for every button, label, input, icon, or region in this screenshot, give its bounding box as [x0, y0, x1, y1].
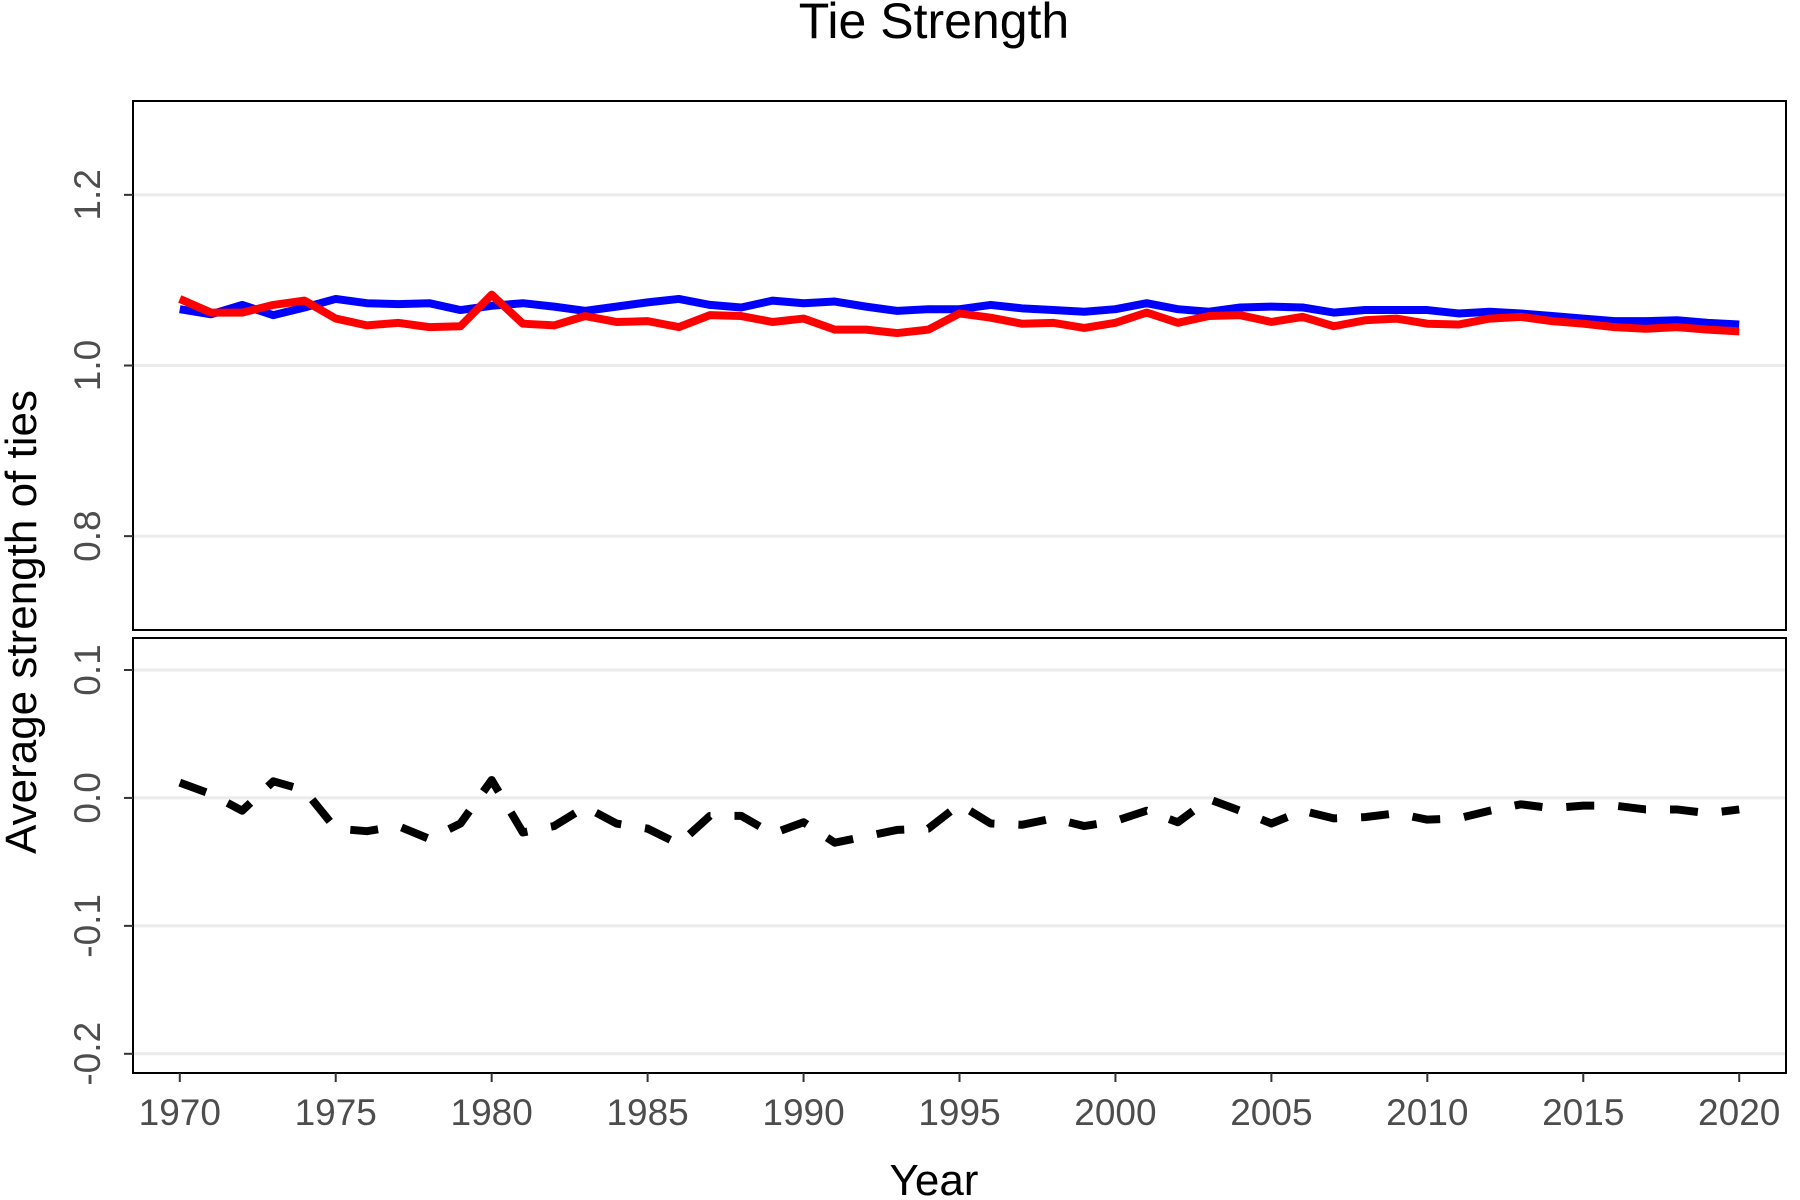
x-tick-label-1970: 1970	[139, 1092, 221, 1133]
y-tick-label-top-1.2: 1.2	[67, 169, 108, 220]
y-tick-label-top-1.0: 1.0	[67, 340, 108, 391]
y-axis-title: Average strength of ties	[0, 390, 46, 854]
x-tick-label-1980: 1980	[451, 1092, 533, 1133]
x-tick-label-2010: 2010	[1386, 1092, 1468, 1133]
x-axis-title: Year	[890, 1156, 979, 1200]
tick-layer: 0.8 1.0 1.2 -0.2 -0.1 0.0 0.1 1970 1975 1980 1985 1…	[67, 169, 1780, 1133]
x-tick-label-2000: 2000	[1074, 1092, 1156, 1133]
x-tick-label-1975: 1975	[295, 1092, 377, 1133]
grid-layer	[133, 193, 1786, 1056]
y-tick-label-top-0.8: 0.8	[67, 510, 108, 561]
y-tick-label-bottom--0.2: -0.2	[67, 1022, 108, 1086]
chart-title: Tie Strength	[799, 0, 1070, 49]
series-layer	[178, 290, 1740, 848]
x-tick-label-1985: 1985	[606, 1092, 688, 1133]
y-tick-label-bottom--0.1: -0.1	[67, 894, 108, 958]
x-tick-label-2015: 2015	[1542, 1092, 1624, 1133]
x-tick-label-2005: 2005	[1230, 1092, 1312, 1133]
series-line-3	[178, 776, 1740, 848]
x-tick-label-1990: 1990	[762, 1092, 844, 1133]
panel-border-bottom	[132, 637, 1787, 1074]
x-tick-label-1995: 1995	[918, 1092, 1000, 1133]
y-tick-label-bottom-0.1: 0.1	[67, 644, 108, 695]
y-tick-label-bottom-0.0: 0.0	[67, 772, 108, 823]
x-tick-label-2020: 2020	[1698, 1092, 1780, 1133]
